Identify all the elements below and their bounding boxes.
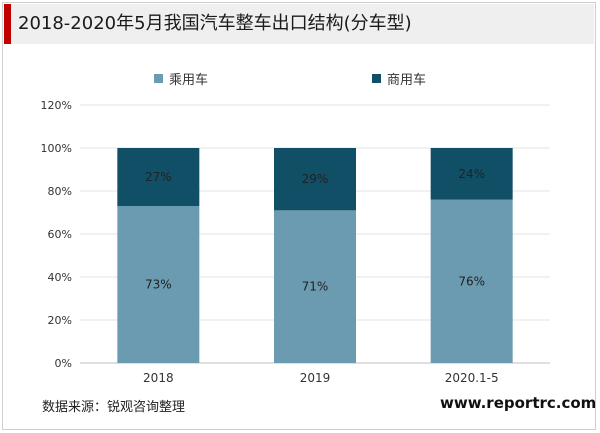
bar-segment [274,148,356,211]
y-tick-label: 120% [41,99,72,112]
data-label: 24% [458,167,485,181]
data-label: 29% [302,172,329,186]
y-tick-label: 80% [48,185,72,198]
y-tick-label: 0% [55,357,72,370]
website-label: www.reportrc.com [440,394,597,412]
data-label: 73% [145,278,172,292]
bar-segment [430,148,513,200]
bar-segment [117,206,200,363]
bar-segment [274,210,356,363]
x-tick-label: 2018 [143,371,174,385]
legend-label-commercial: 商用车 [387,72,427,88]
title-bar [4,4,594,44]
x-tick-label: 2020.1-5 [445,371,499,385]
y-tick-label: 40% [48,271,72,284]
legend-swatch-commercial [372,73,381,83]
x-tick-label: 2019 [300,371,331,385]
y-tick-label: 20% [48,314,72,327]
chart-title: 2018-2020年5月我国汽车整车出口结构(分车型) [18,13,412,34]
data-label: 76% [458,274,485,288]
bar-segment [117,148,200,207]
legend-swatch-passenger [154,73,163,83]
data-label: 71% [302,280,329,294]
source-note: 数据来源：锐观咨询整理 [42,400,186,415]
y-tick-label: 100% [41,142,72,155]
data-label: 27% [145,170,172,184]
legend-item-passenger: 乘用车 [154,68,208,88]
y-tick-label: 60% [48,228,72,241]
legend-label-passenger: 乘用车 [169,72,209,88]
bar-segment [430,199,513,363]
title-accent-bar [4,4,11,44]
legend: 乘用车 商用车 [0,68,600,88]
legend-item-commercial: 商用车 [372,68,426,88]
